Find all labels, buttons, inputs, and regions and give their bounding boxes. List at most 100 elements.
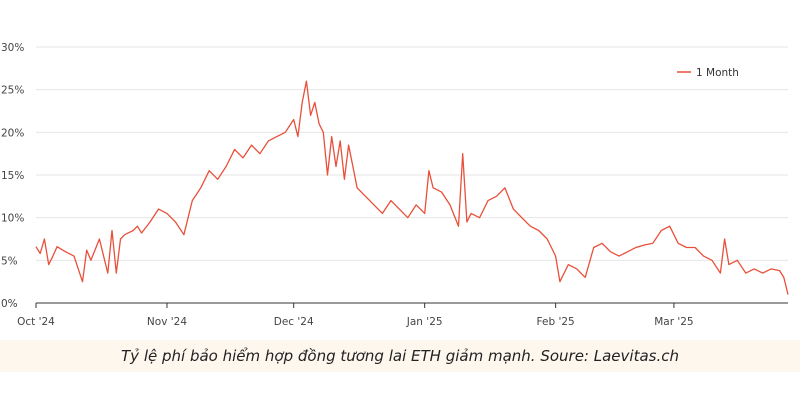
grid-lines	[36, 46, 788, 261]
data-point	[352, 166, 353, 167]
data-point	[348, 145, 349, 146]
y-tick-label: 5%	[1, 255, 18, 267]
y-tick-label: 15%	[1, 170, 24, 182]
data-point	[86, 250, 87, 251]
data-point	[416, 204, 417, 205]
data-point	[711, 260, 712, 261]
data-point	[226, 166, 227, 167]
data-point	[259, 153, 260, 154]
data-point	[217, 179, 218, 180]
x-axis	[35, 302, 788, 308]
caption-bar: Tỷ lệ phí bảo hiểm hợp đồng tương lai ET…	[0, 340, 800, 372]
data-point	[547, 238, 548, 239]
data-point	[661, 230, 662, 231]
data-point	[340, 140, 341, 141]
data-point	[183, 234, 184, 235]
y-tick-label: 10%	[1, 213, 24, 225]
data-point	[327, 174, 328, 175]
data-point	[754, 268, 755, 269]
data-point	[424, 213, 425, 214]
data-point	[120, 238, 121, 239]
data-point	[276, 136, 277, 137]
data-point	[458, 226, 459, 227]
x-tick-label: Mar '25	[654, 316, 693, 328]
data-point	[73, 256, 74, 257]
data-point	[331, 136, 332, 137]
y-tick-label: 25%	[1, 85, 24, 97]
y-tick-label: 30%	[1, 42, 24, 54]
data-point	[433, 187, 434, 188]
chart-area: 0% 5% 10% 15% 20% 25% 30% Oct '24 Nov '24 Dec '2…	[1, 42, 789, 328]
x-tick-label: Oct '24	[17, 316, 55, 328]
legend-item-label: 1 Month	[696, 67, 739, 79]
data-point	[678, 243, 679, 244]
data-point	[107, 273, 108, 274]
data-point	[521, 217, 522, 218]
data-point	[124, 234, 125, 235]
data-point	[568, 264, 569, 265]
data-point	[530, 226, 531, 227]
data-point	[242, 157, 243, 158]
data-point	[373, 204, 374, 205]
data-point	[610, 251, 611, 252]
data-point	[559, 281, 560, 282]
data-point	[462, 153, 463, 154]
data-point	[504, 187, 505, 188]
data-point	[285, 132, 286, 133]
data-point	[357, 187, 358, 188]
data-point	[382, 213, 383, 214]
x-tick-label: Nov '24	[147, 316, 187, 328]
data-point	[82, 281, 83, 282]
data-point	[306, 81, 307, 82]
data-point	[40, 253, 41, 254]
data-point	[787, 294, 788, 295]
data-point	[319, 123, 320, 124]
data-point	[65, 251, 66, 252]
data-point	[593, 247, 594, 248]
data-point	[302, 102, 303, 103]
data-point	[496, 196, 497, 197]
data-point	[466, 221, 467, 222]
data-point	[175, 221, 176, 222]
data-point	[251, 145, 252, 146]
data-point	[90, 260, 91, 261]
data-point	[728, 264, 729, 265]
data-point	[618, 256, 619, 257]
data-point	[779, 270, 780, 271]
data-point	[268, 140, 269, 141]
data-point	[602, 243, 603, 244]
data-point	[133, 230, 134, 231]
data-point	[44, 238, 45, 239]
y-axis: 0% 5% 10% 15% 20% 25% 30%	[1, 42, 24, 310]
data-point	[52, 256, 53, 257]
data-point	[150, 221, 151, 222]
data-point	[471, 213, 472, 214]
data-point	[762, 273, 763, 274]
data-point	[783, 277, 784, 278]
data-point	[695, 247, 696, 248]
data-point	[441, 192, 442, 193]
data-point	[344, 179, 345, 180]
data-point	[314, 102, 315, 103]
data-point	[57, 246, 58, 247]
data-point	[720, 273, 721, 274]
data-point	[669, 226, 670, 227]
data-point	[200, 187, 201, 188]
data-point	[111, 230, 112, 231]
y-tick-label: 20%	[1, 127, 24, 139]
data-point	[652, 243, 653, 244]
data-point	[724, 238, 725, 239]
data-point	[487, 200, 488, 201]
data-point	[627, 251, 628, 252]
figure-caption: Tỷ lệ phí bảo hiểm hợp đồng tương lai ET…	[121, 347, 679, 365]
data-point	[166, 213, 167, 214]
data-point	[35, 246, 36, 247]
data-point	[365, 196, 366, 197]
data-point	[745, 273, 746, 274]
legend[interactable]: 1 Month	[677, 67, 739, 79]
data-point	[116, 273, 117, 274]
data-point	[737, 260, 738, 261]
data-point	[335, 166, 336, 167]
x-axis-labels: Oct '24 Nov '24 Dec '24 Jan '25 Feb '25 Mar '…	[17, 316, 694, 328]
line-chart: 0% 5% 10% 15% 20% 25% 30% Oct '24 Nov '24 Dec '2…	[1, 42, 789, 328]
